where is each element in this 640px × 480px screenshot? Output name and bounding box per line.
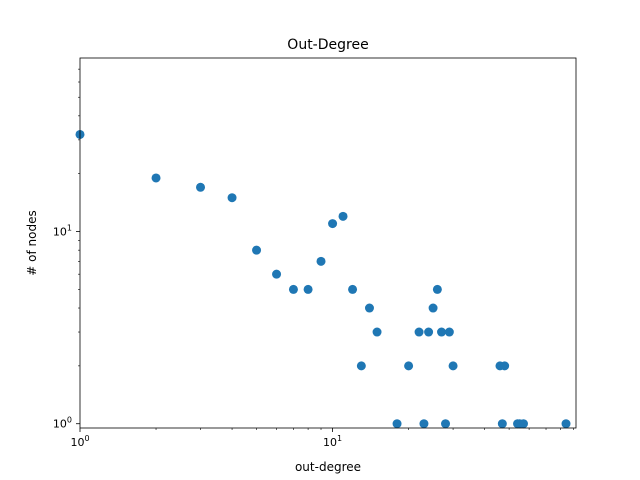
data-point xyxy=(392,419,402,429)
data-point xyxy=(196,182,206,192)
data-point xyxy=(561,419,571,429)
data-point xyxy=(437,327,447,337)
y-tick-label: 100 xyxy=(53,416,72,431)
y-tick-label: 101 xyxy=(53,224,72,239)
data-point xyxy=(419,419,429,429)
data-point xyxy=(432,284,442,294)
data-point xyxy=(441,419,451,429)
data-point xyxy=(414,327,424,337)
data-point xyxy=(303,284,313,294)
x-tick-label: 100 xyxy=(70,434,89,449)
data-point xyxy=(252,245,262,255)
data-point xyxy=(372,327,382,337)
data-point xyxy=(356,361,366,371)
data-point xyxy=(272,269,282,279)
data-point xyxy=(424,327,434,337)
data-point xyxy=(444,327,454,337)
y-axis-label: # of nodes xyxy=(25,210,39,275)
data-point xyxy=(227,193,237,203)
y-axis: 100 101 xyxy=(53,68,80,431)
data-point xyxy=(151,173,161,183)
chart-title: Out-Degree xyxy=(287,37,368,53)
plot-area xyxy=(75,129,571,429)
data-point xyxy=(404,361,414,371)
data-point xyxy=(328,219,338,229)
data-point xyxy=(518,419,528,429)
data-point xyxy=(428,303,438,313)
x-axis-label: out-degree xyxy=(295,460,361,474)
data-point xyxy=(364,303,374,313)
data-point xyxy=(338,211,348,221)
x-tick-label: 101 xyxy=(323,434,342,449)
data-point xyxy=(497,419,507,429)
data-point xyxy=(448,361,458,371)
data-point xyxy=(316,256,326,266)
x-axis: 100 101 xyxy=(70,428,574,449)
data-point xyxy=(500,361,510,371)
axes-frame xyxy=(79,57,577,429)
data-point xyxy=(288,284,298,294)
data-point xyxy=(348,284,358,294)
